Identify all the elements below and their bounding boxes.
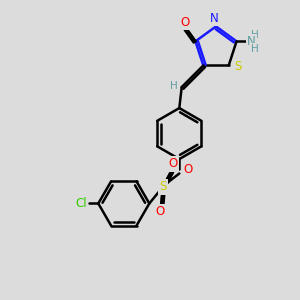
Text: O: O bbox=[155, 206, 164, 218]
Text: H: H bbox=[251, 30, 258, 40]
Text: N: N bbox=[247, 35, 256, 48]
Text: H: H bbox=[251, 44, 258, 54]
Text: Cl: Cl bbox=[75, 197, 87, 210]
Text: N: N bbox=[210, 11, 219, 25]
Text: S: S bbox=[159, 181, 166, 194]
Text: O: O bbox=[183, 164, 192, 176]
Text: O: O bbox=[180, 16, 190, 28]
Text: H: H bbox=[170, 81, 178, 91]
Text: S: S bbox=[234, 61, 242, 74]
Text: O: O bbox=[168, 158, 177, 170]
